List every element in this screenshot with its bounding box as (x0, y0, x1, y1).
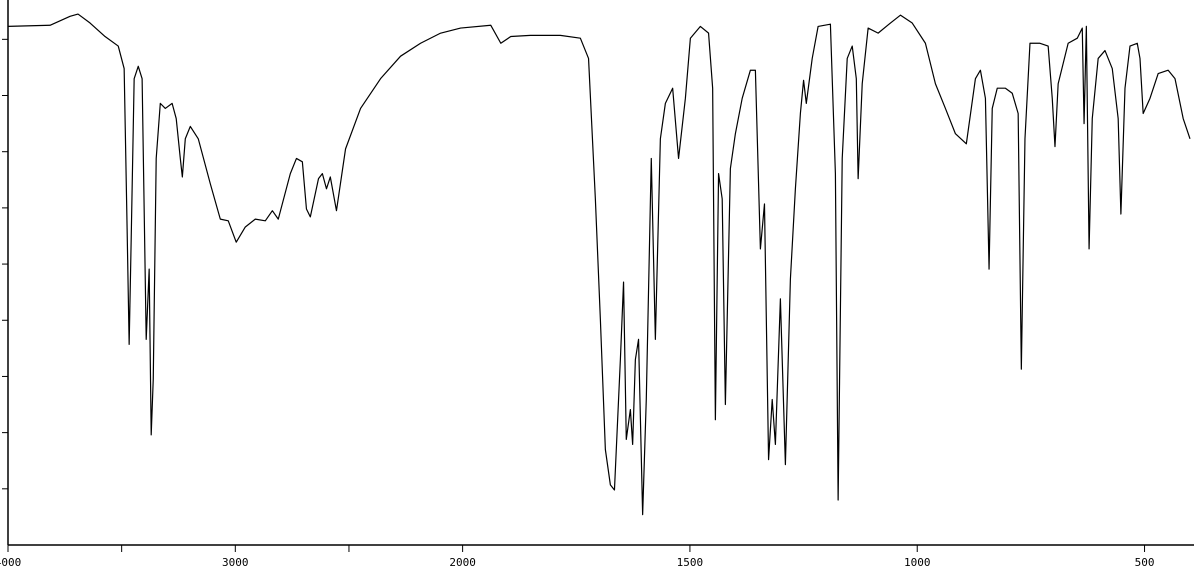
x-tick-label: 3000 (222, 556, 249, 569)
x-tick-label: 500 (1135, 556, 1155, 569)
spectrum-line (7, 13, 1191, 516)
x-tick-label: 1000 (904, 556, 931, 569)
x-tick-label: 2000 (449, 556, 476, 569)
x-tick-label: 4000 (0, 556, 21, 569)
x-tick-label: 1500 (677, 556, 704, 569)
